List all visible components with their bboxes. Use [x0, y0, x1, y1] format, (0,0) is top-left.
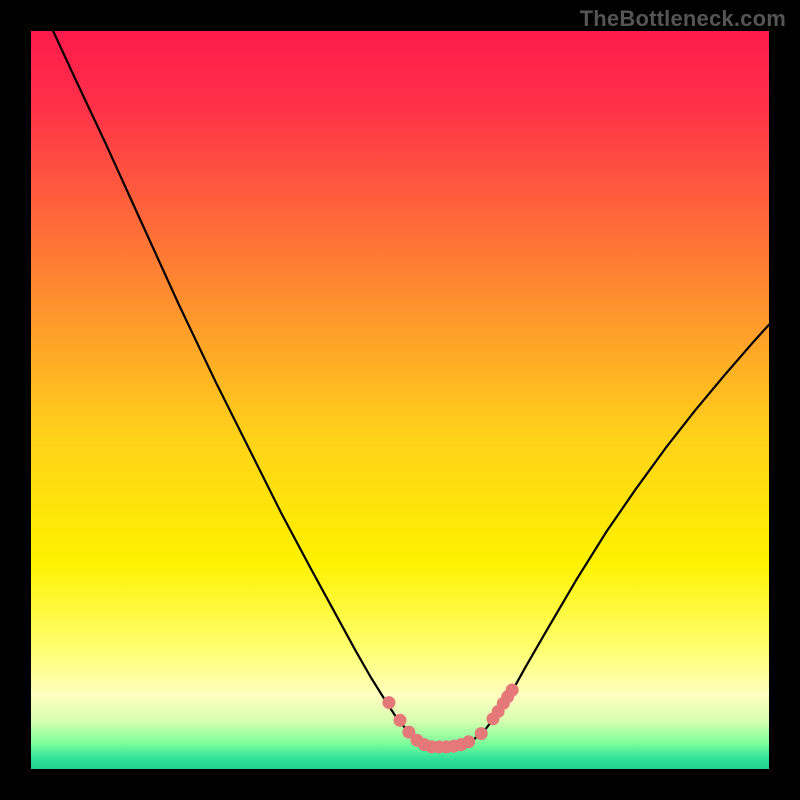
chart-stage: TheBottleneck.com	[0, 0, 800, 800]
curve-marker	[506, 684, 518, 696]
curve-marker	[463, 736, 475, 748]
curve-marker	[383, 697, 395, 709]
curve-marker	[394, 714, 406, 726]
plot-area	[31, 31, 769, 769]
curve-marker	[475, 728, 487, 740]
plot-background-gradient	[31, 31, 769, 769]
watermark-label: TheBottleneck.com	[580, 6, 786, 32]
chart-svg	[0, 0, 800, 800]
